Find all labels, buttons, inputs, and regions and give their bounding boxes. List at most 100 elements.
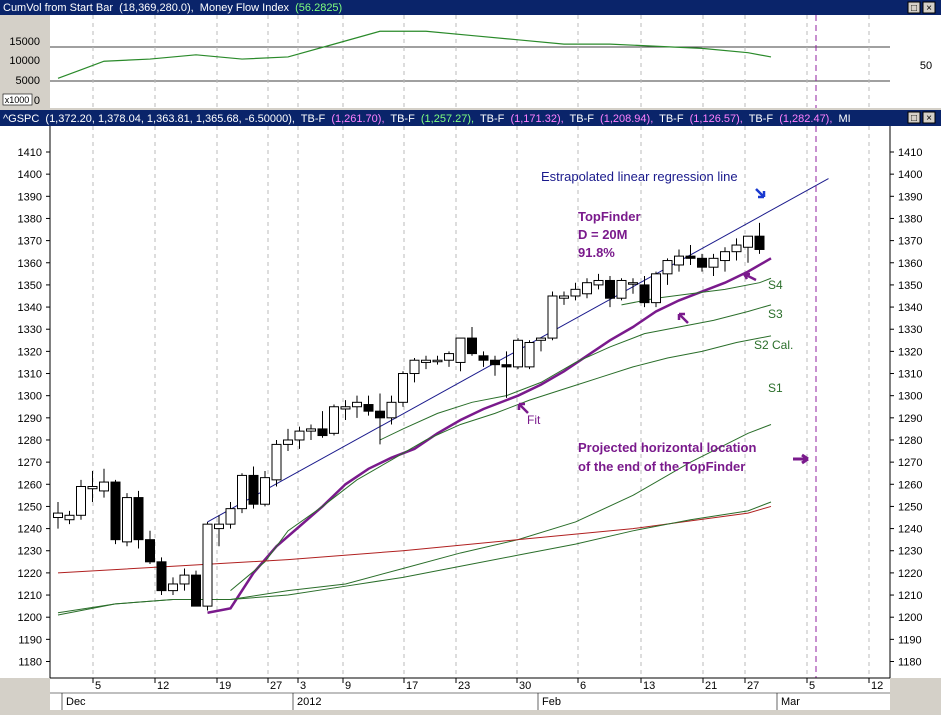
top-close-icon: × xyxy=(926,3,932,14)
top-maximize-button[interactable] xyxy=(907,1,921,14)
projected-arrow-icon xyxy=(793,453,809,465)
x-day-label: 27 xyxy=(747,680,759,692)
y-tick-label-right: 1360 xyxy=(898,258,922,270)
y-tick-label-left: 1310 xyxy=(18,369,42,381)
cumvol-line xyxy=(57,30,772,79)
candle-body-bullish xyxy=(352,401,362,408)
cumvol-value: (18,369,280.0) xyxy=(119,2,191,14)
tbf-value-2: (1,257.27), xyxy=(421,113,474,125)
candle-body-bullish xyxy=(731,244,742,253)
y-tick-label-right: 1240 xyxy=(898,524,922,536)
candle-body-bullish xyxy=(386,401,397,419)
x-month-label: Dec xyxy=(66,696,86,708)
candle-body-bullish xyxy=(662,260,673,275)
y-tick-label-right: 1410 xyxy=(898,147,922,159)
topfinder-d: D = 20M xyxy=(578,227,628,242)
candle-body-bullish xyxy=(628,282,638,285)
y-tick-label-left: 1230 xyxy=(18,546,42,558)
candle-body-bearish xyxy=(639,284,650,304)
y-tick-label-right: 1250 xyxy=(898,501,922,513)
s4-label: S4 xyxy=(768,278,783,292)
y-tick-label-left: 1260 xyxy=(18,479,42,491)
y-tick-label-left: 1370 xyxy=(18,236,42,248)
mi-label: MI xyxy=(838,113,850,125)
y-tick-label-left: 1330 xyxy=(18,324,42,336)
tbf-label-3: TB-F xyxy=(480,113,505,125)
regression-annotation: Estrapolated linear regression line xyxy=(541,169,738,184)
y-tick-label-right: 1200 xyxy=(898,612,922,624)
tbf-label-4: TB-F xyxy=(570,113,595,125)
candle-body-bearish xyxy=(363,404,374,412)
s3-label: S3 xyxy=(768,307,783,321)
candle-body-bearish xyxy=(145,539,155,563)
candle-body-bearish xyxy=(191,574,201,607)
candle-body-bullish xyxy=(524,342,535,368)
s2-label: S2 Cal. xyxy=(754,338,793,352)
y-tick-label-left: 1240 xyxy=(18,524,42,536)
main-header-text: ^GSPC (1,372.20, 1,378.04, 1,363.81, 1,3… xyxy=(3,113,851,125)
x-month-label: Mar xyxy=(781,696,800,708)
topfinder-arrow-icon xyxy=(677,312,689,324)
topfinder-pct: 91.8% xyxy=(578,245,615,260)
y-tick-label-right: 1390 xyxy=(898,191,922,203)
s4-arrow-icon xyxy=(742,272,757,282)
x-month-label: Feb xyxy=(542,696,561,708)
main-panel-titlebar xyxy=(0,110,941,126)
candle-body-bearish xyxy=(375,410,385,419)
top-close-button[interactable] xyxy=(922,1,936,14)
main-maximize-icon: □ xyxy=(911,113,917,124)
top-tick-15000: 15000 xyxy=(9,36,40,48)
candle-body-bullish xyxy=(547,295,558,339)
y-tick-label-left: 1300 xyxy=(18,391,42,403)
top-panel-title: CumVol from Start Bar (18,369,280.0), Mo… xyxy=(3,2,342,14)
candle-body-bullish xyxy=(271,443,282,481)
candle-body-bearish xyxy=(685,255,696,259)
y-tick-label-left: 1320 xyxy=(18,346,42,358)
candle-body-bullish xyxy=(708,257,719,268)
candle-body-bullish xyxy=(593,279,604,286)
y-tick-label-right: 1350 xyxy=(898,280,922,292)
tbf-label-6: TB-F xyxy=(749,113,774,125)
tbf-value-6: (1,282.47), xyxy=(779,113,832,125)
y-tick-label-left: 1220 xyxy=(18,568,42,580)
x-day-label: 19 xyxy=(219,680,231,692)
x-day-label: 21 xyxy=(705,680,717,692)
y-tick-label-left: 1210 xyxy=(18,590,42,602)
y-tick-label-left: 1280 xyxy=(18,435,42,447)
main-right-axis-bg xyxy=(890,126,941,678)
y-tick-label-right: 1280 xyxy=(898,435,922,447)
s1-label: S1 xyxy=(768,381,783,395)
y-tick-label-left: 1180 xyxy=(18,657,42,669)
candle-body-bullish xyxy=(237,474,247,510)
tbf-value-5: (1,126.57), xyxy=(690,113,743,125)
candle-body-bearish xyxy=(248,474,259,505)
y-tick-label-right: 1340 xyxy=(898,302,922,314)
y-tick-label-left: 1270 xyxy=(18,457,42,469)
main-close-button[interactable] xyxy=(922,111,936,124)
y-tick-label-right: 1190 xyxy=(898,634,922,646)
x-day-label: 6 xyxy=(580,680,586,692)
candle-body-bullish xyxy=(398,373,408,403)
y-tick-label-left: 1380 xyxy=(18,213,42,225)
candle-body-bullish xyxy=(444,353,454,361)
main-maximize-button[interactable] xyxy=(907,111,921,124)
candle-body-bullish xyxy=(283,439,293,445)
series-line-red xyxy=(57,505,772,574)
ohlc-values: (1,372.20, 1,378.04, 1,363.81, 1,365.68,… xyxy=(45,113,295,125)
y-tick-label-left: 1350 xyxy=(18,280,42,292)
main-left-axis-bg xyxy=(0,126,50,678)
mfi-value: (56.2825) xyxy=(295,2,342,14)
cumvol-title: CumVol from Start Bar xyxy=(3,2,113,14)
y-tick-label-left: 1410 xyxy=(18,147,42,159)
candle-body-bullish xyxy=(329,406,339,434)
y-tick-label-right: 1210 xyxy=(898,590,922,602)
candles xyxy=(53,222,765,611)
candle-body-bearish xyxy=(133,497,144,541)
y-tick-label-left: 1390 xyxy=(18,191,42,203)
candle-body-bullish xyxy=(513,339,523,368)
candle-body-bullish xyxy=(432,359,443,363)
candle-body-bearish xyxy=(697,257,707,268)
y-axis-ticks: 1180 1180 1190 1190 1200 1200 1210 1210 1220 1220… xyxy=(18,147,923,669)
y-tick-label-left: 1190 xyxy=(18,634,42,646)
